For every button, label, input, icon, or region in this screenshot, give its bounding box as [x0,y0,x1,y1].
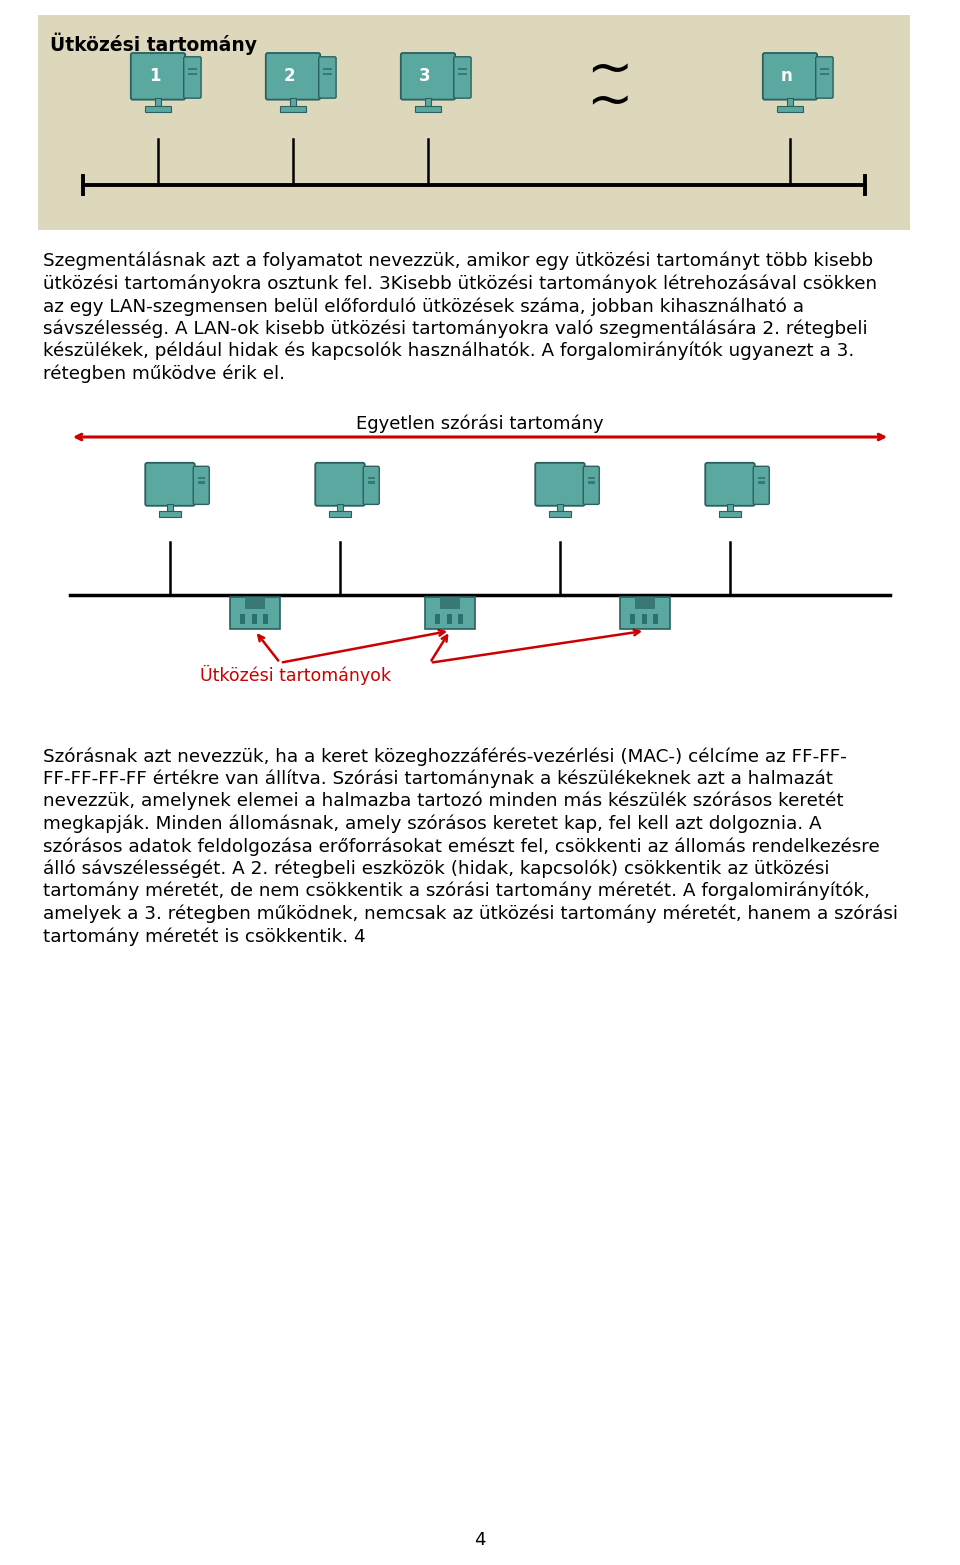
Bar [145,106,171,111]
Bar [158,512,181,516]
Text: ~: ~ [586,44,633,95]
Text: rétegben működve érik el.: rétegben működve érik el. [43,365,285,383]
Text: az egy LAN-szegmensen belül előforduló ütközések száma, jobban kihasználható a: az egy LAN-szegmensen belül előforduló ü… [43,297,804,316]
FancyBboxPatch shape [536,463,585,505]
Bar [557,504,563,512]
Bar [290,97,297,106]
FancyBboxPatch shape [763,53,817,100]
FancyBboxPatch shape [145,463,195,505]
FancyBboxPatch shape [315,463,365,505]
Bar [328,512,351,516]
Bar [458,74,467,75]
Text: Egyetlen szórási tartomány: Egyetlen szórási tartomány [356,415,604,434]
Bar [548,512,571,516]
Text: 3: 3 [419,67,430,86]
Text: szórásos adatok feldolgozása erőforrásokat emészt fel, csökkenti az állomás rend: szórásos adatok feldolgozása erőforrások… [43,837,879,856]
Text: Ütközési tartomány: Ütközési tartomány [50,33,257,55]
Bar [198,480,204,484]
Text: álló sávszélességét. A 2. rétegbeli eszközök (hidak, kapcsolók) csökkentik az üt: álló sávszélességét. A 2. rétegbeli eszk… [43,859,829,878]
Text: 2: 2 [283,67,296,86]
Text: ütközési tartományokra osztunk fel. 3Kisebb ütközési tartományok létrehozásával : ütközési tartományokra osztunk fel. 3Kis… [43,274,877,293]
Bar [787,97,793,106]
FancyBboxPatch shape [401,53,455,100]
FancyBboxPatch shape [363,466,379,504]
Bar [635,596,655,609]
Text: nevezzük, amelynek elemei a halmazba tartozó minden más készülék szórásos kereté: nevezzük, amelynek elemei a halmazba tar… [43,792,844,811]
FancyBboxPatch shape [454,56,471,99]
Text: ~: ~ [586,75,633,128]
Bar [280,106,305,111]
Bar [641,615,646,624]
FancyBboxPatch shape [183,56,201,99]
Text: 1: 1 [149,67,160,86]
Text: tartomány méretét, de nem csökkentik a szórási tartomány méretét. A forgalomirán: tartomány méretét, de nem csökkentik a s… [43,883,870,900]
Text: készülékek, például hidak és kapcsolók használhatók. A forgalomirányítók ugyanez: készülékek, például hidak és kapcsolók h… [43,343,854,360]
Bar [263,615,268,624]
Text: megkapják. Minden állomásnak, amely szórásos keretet kap, fel kell azt dolgoznia: megkapják. Minden állomásnak, amely szór… [43,814,822,833]
Text: Szórásnak azt nevezzük, ha a keret közeghozzáférés-vezérlési (MAC-) célcíme az F: Szórásnak azt nevezzük, ha a keret közeg… [43,747,847,765]
Bar [337,504,343,512]
Bar [416,106,441,111]
FancyBboxPatch shape [319,56,336,99]
Bar [368,477,374,479]
Bar [424,97,431,106]
Bar [240,615,245,624]
Bar [440,596,460,609]
Bar [620,596,670,629]
Text: amelyek a 3. rétegben működnek, nemcsak az ütközési tartomány méretét, hanem a s: amelyek a 3. rétegben működnek, nemcsak … [43,905,898,923]
FancyBboxPatch shape [754,466,769,504]
Bar [653,615,658,624]
Bar [588,480,595,484]
Bar [188,67,197,70]
FancyBboxPatch shape [584,466,599,504]
FancyBboxPatch shape [816,56,833,99]
Bar [757,477,765,479]
Bar [435,615,440,624]
Text: n: n [780,67,792,86]
Bar [630,615,635,624]
Bar [588,477,595,479]
Bar [324,67,331,70]
Text: Ütközési tartományok: Ütközési tartományok [200,665,391,685]
Bar [719,512,741,516]
Bar [727,504,732,512]
FancyBboxPatch shape [193,466,209,504]
Bar [198,477,204,479]
FancyBboxPatch shape [266,53,321,100]
Bar [324,74,331,75]
Bar [245,596,265,609]
Bar [458,67,467,70]
Bar [458,615,463,624]
Bar [188,74,197,75]
Bar [167,504,173,512]
Bar [368,480,374,484]
Bar [230,596,280,629]
Bar [446,615,451,624]
Bar [38,16,910,230]
Text: Szegmentálásnak azt a folyamatot nevezzük, amikor egy ütközési tartományt több k: Szegmentálásnak azt a folyamatot nevezzü… [43,252,874,271]
Bar [778,106,803,111]
Bar [820,67,828,70]
Text: FF-FF-FF-FF értékre van állítva. Szórási tartománynak a készülékeknek azt a halm: FF-FF-FF-FF értékre van állítva. Szórási… [43,770,833,789]
Text: 4: 4 [474,1531,486,1549]
FancyBboxPatch shape [706,463,755,505]
Text: sávszélesség. A LAN-ok kisebb ütközési tartományokra való szegmentálására 2. rét: sávszélesség. A LAN-ok kisebb ütközési t… [43,319,868,338]
Bar [757,480,765,484]
FancyBboxPatch shape [131,53,185,100]
Bar [155,97,161,106]
Bar [820,74,828,75]
Bar [425,596,475,629]
Bar [252,615,256,624]
Text: tartomány méretét is csökkentik. 4: tartomány méretét is csökkentik. 4 [43,926,366,945]
